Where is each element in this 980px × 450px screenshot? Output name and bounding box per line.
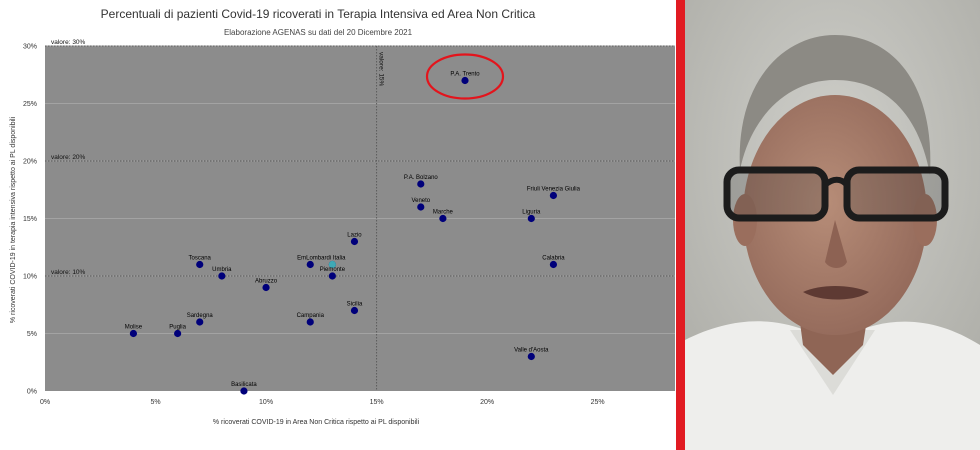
- data-point-toscana: [196, 260, 204, 269]
- x-tick-label: 20%: [480, 399, 494, 406]
- point-label: Valle d'Aosta: [514, 348, 549, 354]
- data-point-lazio: [350, 237, 359, 246]
- speaker-face: [743, 95, 927, 335]
- point-label: Toscana: [189, 256, 212, 262]
- point-label: Calabria: [542, 256, 565, 262]
- x-tick-label: 10%: [259, 399, 273, 406]
- webcam-video: [685, 0, 980, 450]
- data-point-piemonte: [328, 272, 336, 280]
- data-point-puglia: [174, 329, 182, 338]
- point-label: Puglia: [169, 325, 186, 331]
- speaker-nose: [825, 220, 847, 268]
- data-point-p-a-bolzano: [417, 180, 425, 188]
- data-point-campania: [306, 318, 314, 326]
- x-tick-label: 0%: [40, 399, 50, 406]
- threshold-label: valore: 10%: [51, 269, 86, 276]
- chart-panel: Percentuali di pazienti Covid-19 ricover…: [10, 7, 675, 426]
- point-label: Molise: [125, 325, 143, 331]
- data-point-veneto: [417, 203, 425, 211]
- y-tick-label: 5%: [27, 331, 37, 338]
- data-point-sicilia: [350, 306, 359, 315]
- threshold-label: valore: 30%: [51, 39, 86, 46]
- data-point-sardegna: [196, 318, 204, 326]
- x-axis-label: % ricoverati COVID-19 in Area Non Critic…: [213, 419, 420, 426]
- point-label: Friuli Venezia Giulia: [527, 187, 581, 193]
- data-point-umbria: [218, 272, 226, 280]
- y-tick-label: 0%: [27, 389, 37, 396]
- y-tick-label: 15%: [23, 216, 37, 223]
- threshold-label-vertical: valore: 15%: [378, 52, 385, 87]
- y-axis-ticks: 0% 5% 10% 15% 20% 25% 30%: [23, 44, 37, 396]
- data-point-italia: [328, 260, 336, 269]
- point-label: Sicilia: [347, 302, 363, 308]
- point-label: Marche: [433, 210, 454, 216]
- point-label: EmLombardi Italia: [297, 256, 346, 262]
- y-tick-label: 20%: [23, 159, 37, 166]
- point-label: Liguria: [522, 210, 541, 216]
- point-label: Basilicata: [231, 382, 257, 388]
- point-label: P.A. Trento: [450, 72, 480, 78]
- threshold-lines: valore: 30% valore: 20% valore: 10% valore:…: [45, 39, 675, 391]
- data-point-liguria: [527, 214, 535, 223]
- data-point-calabria: [549, 260, 558, 269]
- data-points: [129, 76, 558, 395]
- data-point-marche: [439, 214, 447, 223]
- y-tick-label: 30%: [23, 44, 37, 51]
- data-point-friuli-venezia-giulia: [549, 191, 558, 200]
- chart-subtitle: Elaborazione AGENAS su dati del 20 Dicem…: [224, 28, 413, 37]
- chart-title: Percentuali di pazienti Covid-19 ricover…: [101, 7, 536, 21]
- highlight-circle: [425, 53, 505, 100]
- data-point-basilicata: [240, 387, 248, 395]
- point-label: Lazio: [347, 233, 362, 239]
- point-label: Campania: [297, 313, 325, 319]
- point-label: Sardegna: [187, 313, 214, 319]
- data-point-molise: [129, 329, 138, 338]
- x-tick-label: 25%: [591, 399, 605, 406]
- y-tick-label: 25%: [23, 101, 37, 108]
- speaker-portrait: [685, 0, 980, 450]
- point-label: Veneto: [411, 198, 430, 204]
- threshold-label: valore: 20%: [51, 154, 86, 161]
- data-point-abruzzo: [262, 283, 270, 292]
- point-label: P.A. Bolzano: [404, 175, 439, 181]
- data-point-valle-d-aosta: [527, 352, 535, 361]
- point-label: Abruzzo: [255, 279, 278, 285]
- point-label: Piemonte: [320, 267, 346, 273]
- point-labels: P.A. Trento P.A. Bolzano Friuli Venezia Gi…: [125, 72, 581, 389]
- speaker-hair: [739, 35, 931, 175]
- point-label: Umbria: [212, 267, 232, 273]
- y-axis-label: % ricoverati COVID-19 in terapia intensi…: [10, 116, 17, 323]
- red-divider: [676, 0, 685, 450]
- glasses-icon: [723, 166, 949, 222]
- data-point-p-a-trento: [461, 76, 469, 85]
- scatter-chart: Percentuali di pazienti Covid-19 ricover…: [10, 7, 675, 426]
- x-tick-label: 15%: [370, 399, 384, 406]
- y-tick-label: 10%: [23, 274, 37, 281]
- data-point-emilia-romagna: [306, 260, 314, 269]
- x-axis-ticks: 0% 5% 10% 15% 20% 25%: [40, 399, 605, 406]
- speaker-mouth: [803, 286, 869, 300]
- x-tick-label: 5%: [150, 399, 160, 406]
